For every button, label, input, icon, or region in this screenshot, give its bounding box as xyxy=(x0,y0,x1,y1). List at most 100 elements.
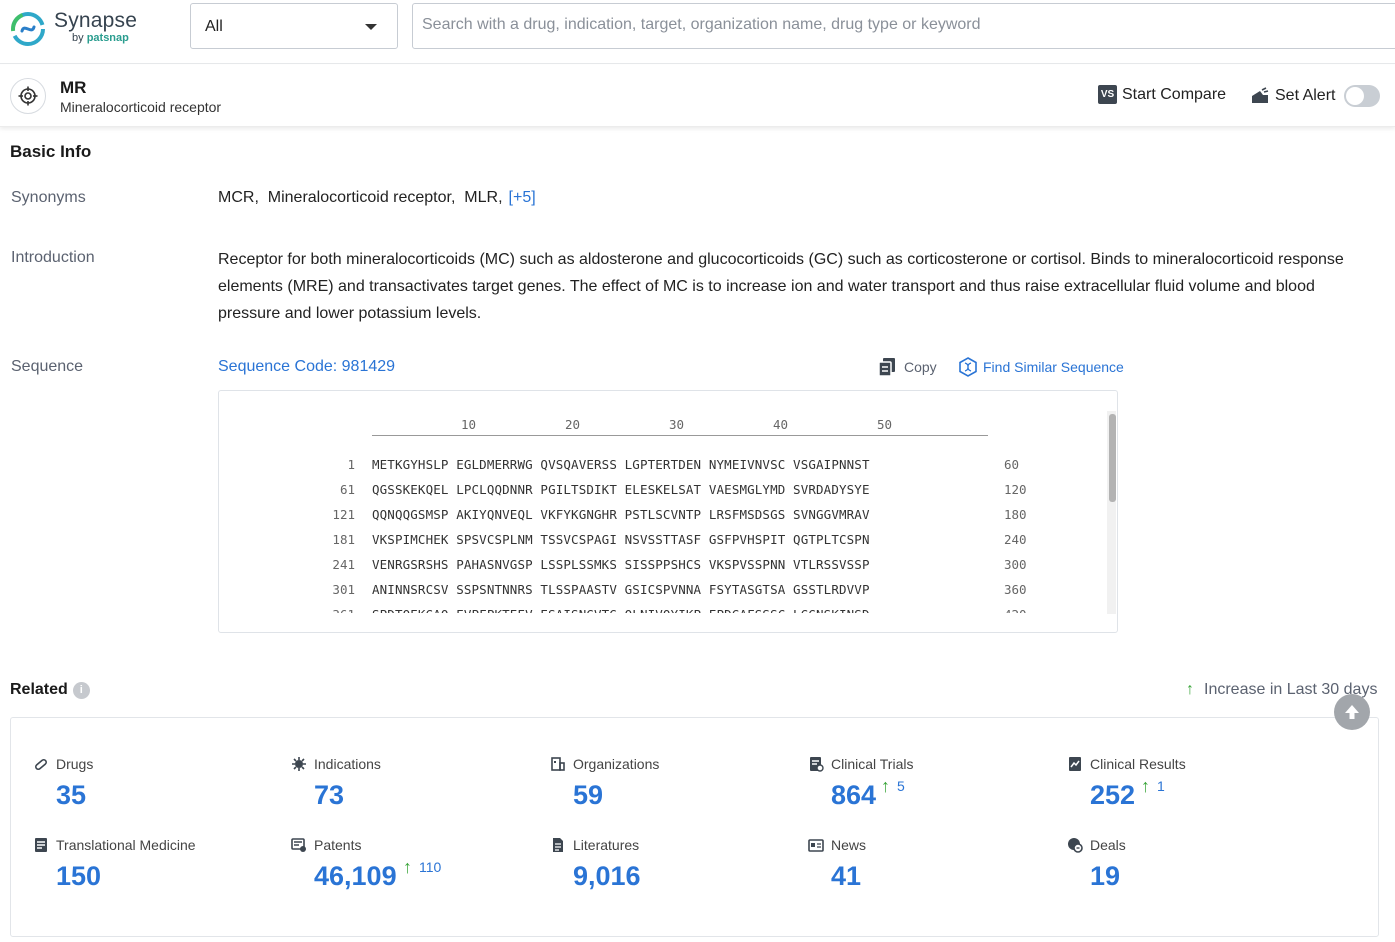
related-stat-drugs[interactable]: Drugs 35 xyxy=(33,756,273,826)
logo-by: by xyxy=(72,32,84,44)
synonyms-more-link[interactable]: [+5] xyxy=(509,189,536,206)
stat-label: Deals xyxy=(1090,837,1126,853)
stat-header: Clinical Results xyxy=(1067,756,1186,772)
arrow-up-icon: ↑ xyxy=(881,778,890,794)
stat-label: Patents xyxy=(314,837,361,853)
stat-label: Literatures xyxy=(573,837,639,853)
translational-medicine-icon xyxy=(33,837,49,853)
find-similar-sequence-button[interactable]: Find Similar Sequence xyxy=(958,357,1124,377)
stat-increase-value: 1 xyxy=(1157,778,1165,794)
set-alert-control: Set Alert xyxy=(1250,85,1380,107)
related-stat-deals[interactable]: Deals 19 xyxy=(1067,837,1307,907)
related-stat-clinical-results[interactable]: Clinical Results252↑1 xyxy=(1067,756,1307,826)
sequence-row-end: 60 xyxy=(1004,457,1019,472)
sequence-row-end: 240 xyxy=(1004,532,1027,547)
stat-value[interactable]: 41 xyxy=(831,861,861,892)
copy-label: Copy xyxy=(904,359,937,375)
info-icon[interactable]: i xyxy=(73,682,90,699)
related-stat-patents[interactable]: Patents 46,109 ↑110 xyxy=(291,837,531,907)
synonyms-label: Synonyms xyxy=(11,189,86,207)
related-stat-indications[interactable]: Indications73 xyxy=(291,756,531,826)
stat-value[interactable]: 9,016 xyxy=(573,861,641,892)
sequence-row-end: 420 xyxy=(1004,607,1027,613)
stat-value[interactable]: 19 xyxy=(1090,861,1120,892)
sequence-row-start: 361 xyxy=(332,607,355,613)
stat-value[interactable]: 252 xyxy=(1090,780,1135,811)
stat-increase: ↑110 xyxy=(403,859,441,875)
related-stat-organizations[interactable]: Organizations 59 xyxy=(550,756,790,826)
introduction-text: Receptor for both mineralocorticoids (MC… xyxy=(218,246,1378,327)
set-alert-label: Set Alert xyxy=(1275,87,1335,105)
sequence-viewer[interactable]: 1020304050 1METKGYHSLP EGLDMERRWG QVSQAV… xyxy=(218,390,1118,633)
ruler-tick-label: 10 xyxy=(461,417,476,432)
ruler-tick-label: 40 xyxy=(773,417,788,432)
virus-icon xyxy=(291,756,307,772)
target-crosshair-icon xyxy=(10,78,46,114)
patent-icon xyxy=(291,837,307,853)
logo-brand: patsnap xyxy=(87,32,129,44)
sequence-row-end: 180 xyxy=(1004,507,1027,522)
stat-value[interactable]: 150 xyxy=(56,861,101,892)
ruler-tick-label: 20 xyxy=(565,417,580,432)
clinical-trial-icon xyxy=(808,756,824,772)
sequence-row-residues: METKGYHSLP EGLDMERRWG QVSQAVERSS LGPTERT… xyxy=(372,457,870,472)
stat-label: Clinical Trials xyxy=(831,756,913,772)
logo-subtitle: by patsnap xyxy=(72,32,129,44)
sequence-row-start: 241 xyxy=(332,557,355,572)
stat-value[interactable]: 864 xyxy=(831,780,876,811)
ruler-line xyxy=(372,435,988,436)
stat-header: Clinical Trials xyxy=(808,756,913,772)
sequence-row-start: 1 xyxy=(347,457,355,472)
synapse-logo[interactable]: Synapse by patsnap xyxy=(9,9,179,49)
related-stat-news[interactable]: News 41 xyxy=(808,837,1048,907)
arrow-up-icon: ↑ xyxy=(1186,681,1194,699)
search-box[interactable] xyxy=(412,3,1395,49)
stat-label: Drugs xyxy=(56,756,93,772)
caret-down-icon xyxy=(365,24,377,30)
top-bar: Synapse by patsnap All xyxy=(0,0,1395,64)
sequence-row-start: 121 xyxy=(332,507,355,522)
search-input[interactable] xyxy=(422,16,1322,34)
deal-icon xyxy=(1067,837,1083,853)
sequence-code-link[interactable]: Sequence Code: 981429 xyxy=(218,358,395,376)
stat-value[interactable]: 35 xyxy=(56,780,86,811)
scroll-to-top-button[interactable] xyxy=(1334,694,1370,730)
synapse-logo-icon xyxy=(9,10,47,48)
sequence-row-end: 300 xyxy=(1004,557,1027,572)
related-stat-literatures[interactable]: Literatures 9,016 xyxy=(550,837,790,907)
introduction-label: Introduction xyxy=(11,249,95,267)
find-similar-label: Find Similar Sequence xyxy=(983,359,1124,375)
set-alert-toggle[interactable] xyxy=(1344,85,1380,107)
stat-label: News xyxy=(831,837,866,853)
stat-increase-value: 5 xyxy=(897,778,905,794)
start-compare-button[interactable]: VS Start Compare xyxy=(1098,85,1226,104)
sequence-row-end: 120 xyxy=(1004,482,1027,497)
stat-value[interactable]: 73 xyxy=(314,780,344,811)
logo-name: Synapse xyxy=(54,9,137,33)
stat-header: Patents xyxy=(291,837,361,853)
ruler-tick-label: 50 xyxy=(877,417,892,432)
sequence-row: 361SPDTQEKGAQ EVPFPKTEEV ESAISNGVTG QLNI… xyxy=(219,607,1107,613)
related-stat-clinical-trials[interactable]: Clinical Trials 864 ↑ 5 xyxy=(808,756,1048,826)
copy-button[interactable]: Copy xyxy=(877,357,937,377)
sequence-row-residues: VKSPIMCHEK SPSVCSPLNM TSSVCSPAGI NSVSSTT… xyxy=(372,532,870,547)
related-stat-translational-medicine[interactable]: Translational Medicine150 xyxy=(33,837,273,907)
dna-search-icon xyxy=(958,357,978,377)
literature-icon xyxy=(550,837,566,853)
sequence-ruler: 1020304050 xyxy=(219,417,1107,437)
clinical-result-icon xyxy=(1067,756,1083,772)
sequence-scroll-thumb[interactable] xyxy=(1109,414,1116,502)
arrow-up-circle-icon xyxy=(1342,702,1362,722)
stat-header: Literatures xyxy=(550,837,639,853)
sequence-row: 301ANINNSRCSV SSPSNTNNRS TLSSPAASTV GSIC… xyxy=(219,582,1107,602)
target-name: MR xyxy=(60,78,86,98)
stat-value[interactable]: 46,109 xyxy=(314,861,397,892)
stat-value[interactable]: 59 xyxy=(573,780,603,811)
sequence-row-start: 181 xyxy=(332,532,355,547)
stat-header: News xyxy=(808,837,866,853)
sequence-row-residues: ANINNSRCSV SSPSNTNNRS TLSSPAASTV GSICSPV… xyxy=(372,582,870,597)
stat-header: Deals xyxy=(1067,837,1126,853)
sequence-label: Sequence xyxy=(11,358,83,376)
stat-label: Organizations xyxy=(573,756,659,772)
search-scope-select[interactable]: All xyxy=(190,3,398,49)
